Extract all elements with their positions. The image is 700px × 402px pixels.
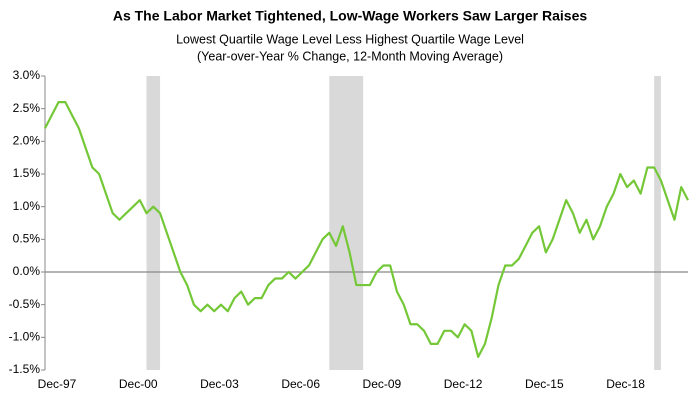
y-tick-label: 3.0% bbox=[13, 68, 41, 82]
y-tick-label: 2.0% bbox=[13, 134, 41, 148]
y-tick-label: -1.0% bbox=[9, 330, 41, 344]
x-tick-label: Dec-12 bbox=[444, 377, 483, 391]
x-tick-label: Dec-97 bbox=[38, 377, 77, 391]
x-tick-label: Dec-15 bbox=[525, 377, 564, 391]
x-tick-label: Dec-06 bbox=[281, 377, 320, 391]
chart-subtitle: Lowest Quartile Wage Level Less Highest … bbox=[176, 32, 524, 46]
shaded-period bbox=[329, 76, 364, 370]
x-tick-label: Dec-18 bbox=[606, 377, 645, 391]
x-tick-label: Dec-09 bbox=[363, 377, 402, 391]
chart-title: As The Labor Market Tightened, Low-Wage … bbox=[113, 8, 588, 24]
data-line bbox=[44, 101, 689, 359]
y-tick-label: 0.5% bbox=[13, 232, 41, 246]
shaded-period bbox=[146, 76, 161, 370]
x-tick-label: Dec-00 bbox=[119, 377, 158, 391]
y-tick-label: -0.5% bbox=[9, 297, 41, 311]
y-tick-label: 2.5% bbox=[13, 101, 41, 115]
y-tick-label: 1.5% bbox=[13, 166, 41, 180]
chart-subtitle: (Year-over-Year % Change, 12-Month Movin… bbox=[197, 49, 503, 63]
y-tick-label: -1.5% bbox=[9, 362, 41, 376]
shaded-period bbox=[654, 76, 661, 370]
y-tick-label: 1.0% bbox=[13, 199, 41, 213]
y-tick-label: 0.0% bbox=[13, 264, 41, 278]
x-tick-label: Dec-03 bbox=[200, 377, 239, 391]
